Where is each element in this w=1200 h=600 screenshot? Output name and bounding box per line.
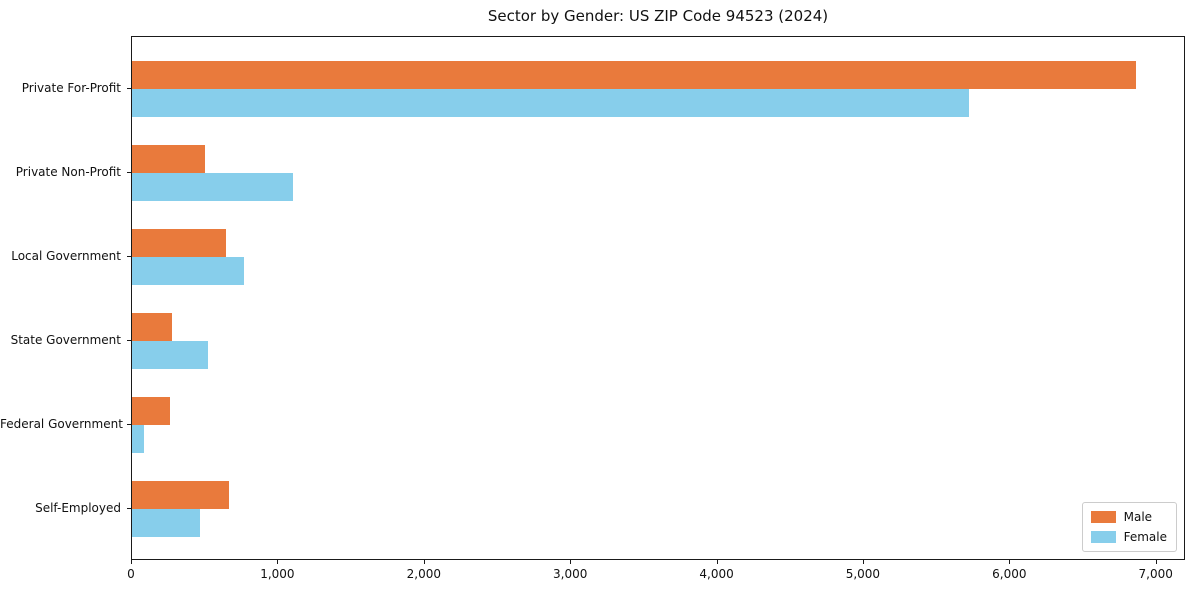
legend-swatch-female bbox=[1090, 531, 1116, 543]
x-tick-mark bbox=[1009, 560, 1011, 564]
x-tick-label: 4,000 bbox=[699, 567, 734, 581]
x-tick-mark bbox=[277, 560, 279, 564]
bar-female-private-for-profit bbox=[132, 89, 970, 117]
y-tick-mark bbox=[127, 424, 131, 425]
legend-item-female: Female bbox=[1090, 530, 1167, 544]
legend-label-female: Female bbox=[1123, 530, 1167, 544]
x-tick-label: 3,000 bbox=[553, 567, 588, 581]
y-axis-label-state-government: State Government bbox=[10, 333, 121, 347]
legend: Male Female bbox=[1081, 502, 1177, 552]
bar-male-private-non-profit bbox=[132, 145, 206, 173]
y-tick-mark bbox=[127, 508, 131, 509]
bar-female-state-government bbox=[132, 341, 209, 369]
x-tick-label: 2,000 bbox=[406, 567, 441, 581]
y-tick-mark bbox=[127, 340, 131, 341]
y-tick-mark bbox=[127, 88, 131, 89]
chart-title: Sector by Gender: US ZIP Code 94523 (202… bbox=[487, 7, 829, 25]
x-tick-mark bbox=[423, 560, 425, 564]
bar-male-federal-government bbox=[132, 397, 171, 425]
y-axis-label-self-employed: Self-Employed bbox=[35, 501, 121, 515]
y-axis-label-private-non-profit: Private Non-Profit bbox=[15, 165, 121, 179]
bar-female-federal-government bbox=[132, 425, 145, 453]
y-tick-mark bbox=[127, 172, 131, 173]
x-tick-mark bbox=[716, 560, 718, 564]
x-tick-label: 0 bbox=[127, 567, 135, 581]
bar-male-local-government bbox=[132, 229, 226, 257]
y-axis-label-local-government: Local Government bbox=[11, 249, 121, 263]
y-axis-label-federal-government: Federal Government bbox=[0, 417, 123, 431]
plot-area: Male Female bbox=[131, 36, 1185, 560]
legend-swatch-male bbox=[1090, 511, 1116, 523]
x-tick-mark bbox=[570, 560, 572, 564]
x-tick-label: 7,000 bbox=[1138, 567, 1173, 581]
x-tick-label: 1,000 bbox=[260, 567, 295, 581]
y-axis-label-private-for-profit: Private For-Profit bbox=[21, 81, 121, 95]
x-tick-label: 6,000 bbox=[992, 567, 1027, 581]
legend-label-male: Male bbox=[1123, 510, 1153, 524]
bar-male-state-government bbox=[132, 313, 172, 341]
x-tick-label: 5,000 bbox=[845, 567, 881, 581]
x-tick-mark bbox=[1155, 560, 1157, 564]
legend-item-male: Male bbox=[1090, 510, 1167, 524]
bar-male-private-for-profit bbox=[132, 61, 1137, 89]
x-tick-mark bbox=[131, 560, 132, 564]
bar-male-self-employed bbox=[132, 481, 229, 509]
bar-female-local-government bbox=[132, 257, 244, 285]
bar-female-self-employed bbox=[132, 509, 201, 537]
x-tick-mark bbox=[862, 560, 864, 564]
bar-female-private-non-profit bbox=[132, 173, 293, 201]
y-tick-mark bbox=[127, 256, 131, 257]
